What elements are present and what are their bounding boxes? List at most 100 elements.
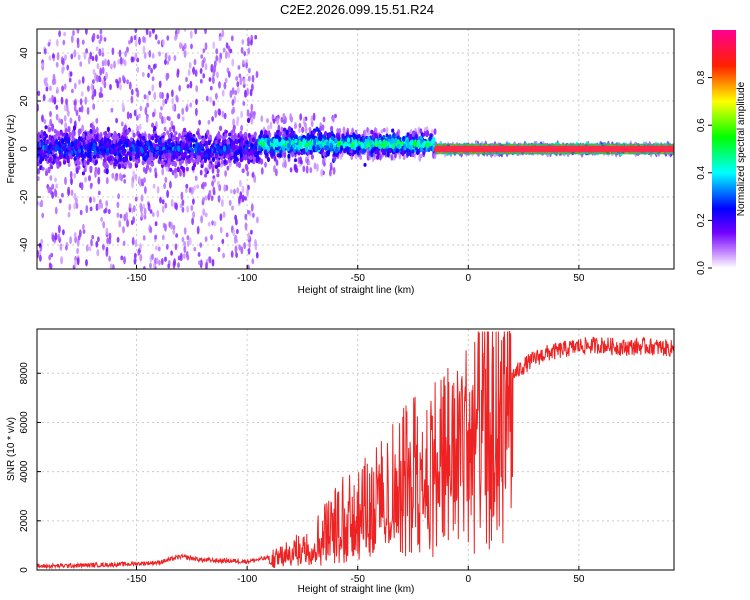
spectrogram-cell <box>168 146 172 151</box>
spectrogram-cell <box>266 139 270 146</box>
spectrogram-cell <box>281 162 285 168</box>
spectrogram-cell <box>37 250 40 259</box>
spectrogram-cell <box>187 157 191 164</box>
spectrogram-cell <box>175 202 178 211</box>
spectrogram-cell <box>414 133 419 140</box>
spectrogram-cell <box>253 174 257 184</box>
spectrogram-cell <box>175 151 179 158</box>
spectrogram-cell <box>185 145 189 152</box>
spectrogram-cell <box>136 89 140 98</box>
spectrogram-cell <box>43 118 47 125</box>
spectrogram-cell <box>406 143 410 149</box>
spectrogram-cell <box>160 160 164 166</box>
spectrogram-cell <box>207 140 211 146</box>
spectrogram-cell <box>411 149 415 154</box>
spectrogram-cell <box>222 211 226 218</box>
spectrogram-cell <box>230 35 234 42</box>
spectrogram-cell <box>258 145 262 152</box>
spectrogram-cell <box>208 148 212 154</box>
spectrogram-cell <box>222 252 226 259</box>
spectrogram-cell <box>186 254 190 261</box>
spectrogram-cell <box>106 126 110 133</box>
spectrogram-cell <box>247 158 251 165</box>
spectrogram-cell <box>171 142 175 147</box>
spectrogram-cell <box>49 165 54 170</box>
spectrogram-cell <box>205 140 209 146</box>
spectrogram-cell <box>310 121 314 127</box>
spectrogram-cell <box>44 156 48 162</box>
spectrogram-cell <box>107 208 111 215</box>
spectrogram-cell <box>204 29 207 35</box>
spectrogram-cell <box>205 95 209 102</box>
spectrogram-cell <box>173 258 177 267</box>
spectrogram-cell <box>178 132 182 140</box>
spectrogram-cell <box>291 140 295 145</box>
spectrogram-cell <box>251 172 255 178</box>
spectrogram-cell <box>245 62 249 69</box>
spectrogram-cell <box>367 136 371 141</box>
spectrogram-cell <box>247 209 250 215</box>
spectrogram-cell <box>62 160 67 165</box>
spectrogram-cell <box>247 47 251 55</box>
spectrogram-cell <box>151 253 154 260</box>
spectrogram-cell <box>100 216 103 222</box>
spectrogram-cell <box>76 139 80 144</box>
spectrogram-cell <box>200 159 205 166</box>
spectrogram-cell <box>77 235 81 241</box>
spectrogram-cell <box>363 162 367 167</box>
spectrogram-cell <box>238 244 242 251</box>
spectrogram-cell <box>70 35 74 44</box>
spectrogram-cell <box>118 172 122 181</box>
spectrogram-cell <box>186 205 190 213</box>
spectrogram-cell <box>183 245 187 254</box>
spectrogram-cell <box>75 197 78 205</box>
spectrogram-cell <box>253 131 257 137</box>
spectrogram-cell <box>211 220 215 226</box>
spectrogram-cell <box>207 119 211 125</box>
spectrogram-cell <box>77 114 81 122</box>
spectrogram-cell <box>413 141 417 147</box>
spectrogram-cell <box>110 63 113 70</box>
spectrogram-cell <box>368 129 371 136</box>
spectrogram-cell <box>87 175 92 182</box>
spectrogram-cell <box>250 143 254 148</box>
spectrogram-cell <box>236 187 240 194</box>
spectrogram-cell <box>334 113 337 119</box>
spectrogram-cell <box>244 135 248 141</box>
spectrogram-cell <box>228 132 232 137</box>
spectrogram-cell <box>81 124 84 132</box>
spectrogram-cell <box>166 116 170 121</box>
spectrogram-cell <box>201 59 205 68</box>
spectrogram-cell <box>102 220 106 229</box>
spectrogram-cell <box>346 137 351 143</box>
spectrogram-cell <box>321 124 325 131</box>
spectrogram-cell <box>110 148 114 155</box>
spectrogram-cell <box>161 234 165 241</box>
spectrogram-cell <box>159 91 162 99</box>
spectrogram-cell <box>223 139 227 145</box>
spectrogram-cell <box>166 60 170 65</box>
spectrogram-cell <box>228 152 232 157</box>
spectrogram-cell <box>130 88 134 96</box>
spectrogram-cell <box>129 162 133 169</box>
spectrogram-cell <box>249 149 253 156</box>
spectrogram-cell <box>56 52 60 61</box>
spectrogram-cell <box>396 143 401 149</box>
spectrogram-cell <box>231 99 235 106</box>
spectrogram-cell <box>123 179 127 184</box>
spectrogram-cell <box>301 126 305 133</box>
spectrogram-cell <box>47 166 51 174</box>
spectrogram-cell <box>145 29 149 36</box>
spectrogram-cell <box>241 185 245 194</box>
spectrogram-cell <box>54 177 57 183</box>
spectrogram-cell <box>294 138 298 144</box>
spectrogram-cell <box>96 168 101 175</box>
spectrogram-cell <box>88 144 92 152</box>
spectrogram-cell <box>337 141 342 146</box>
spectrogram-cell <box>122 132 126 137</box>
spectrogram-cell <box>83 51 87 60</box>
spectrogram-cell <box>217 246 221 253</box>
spectrogram-cell <box>139 202 143 210</box>
spectrogram-cell <box>67 146 71 151</box>
spectrogram-cell <box>98 48 102 57</box>
